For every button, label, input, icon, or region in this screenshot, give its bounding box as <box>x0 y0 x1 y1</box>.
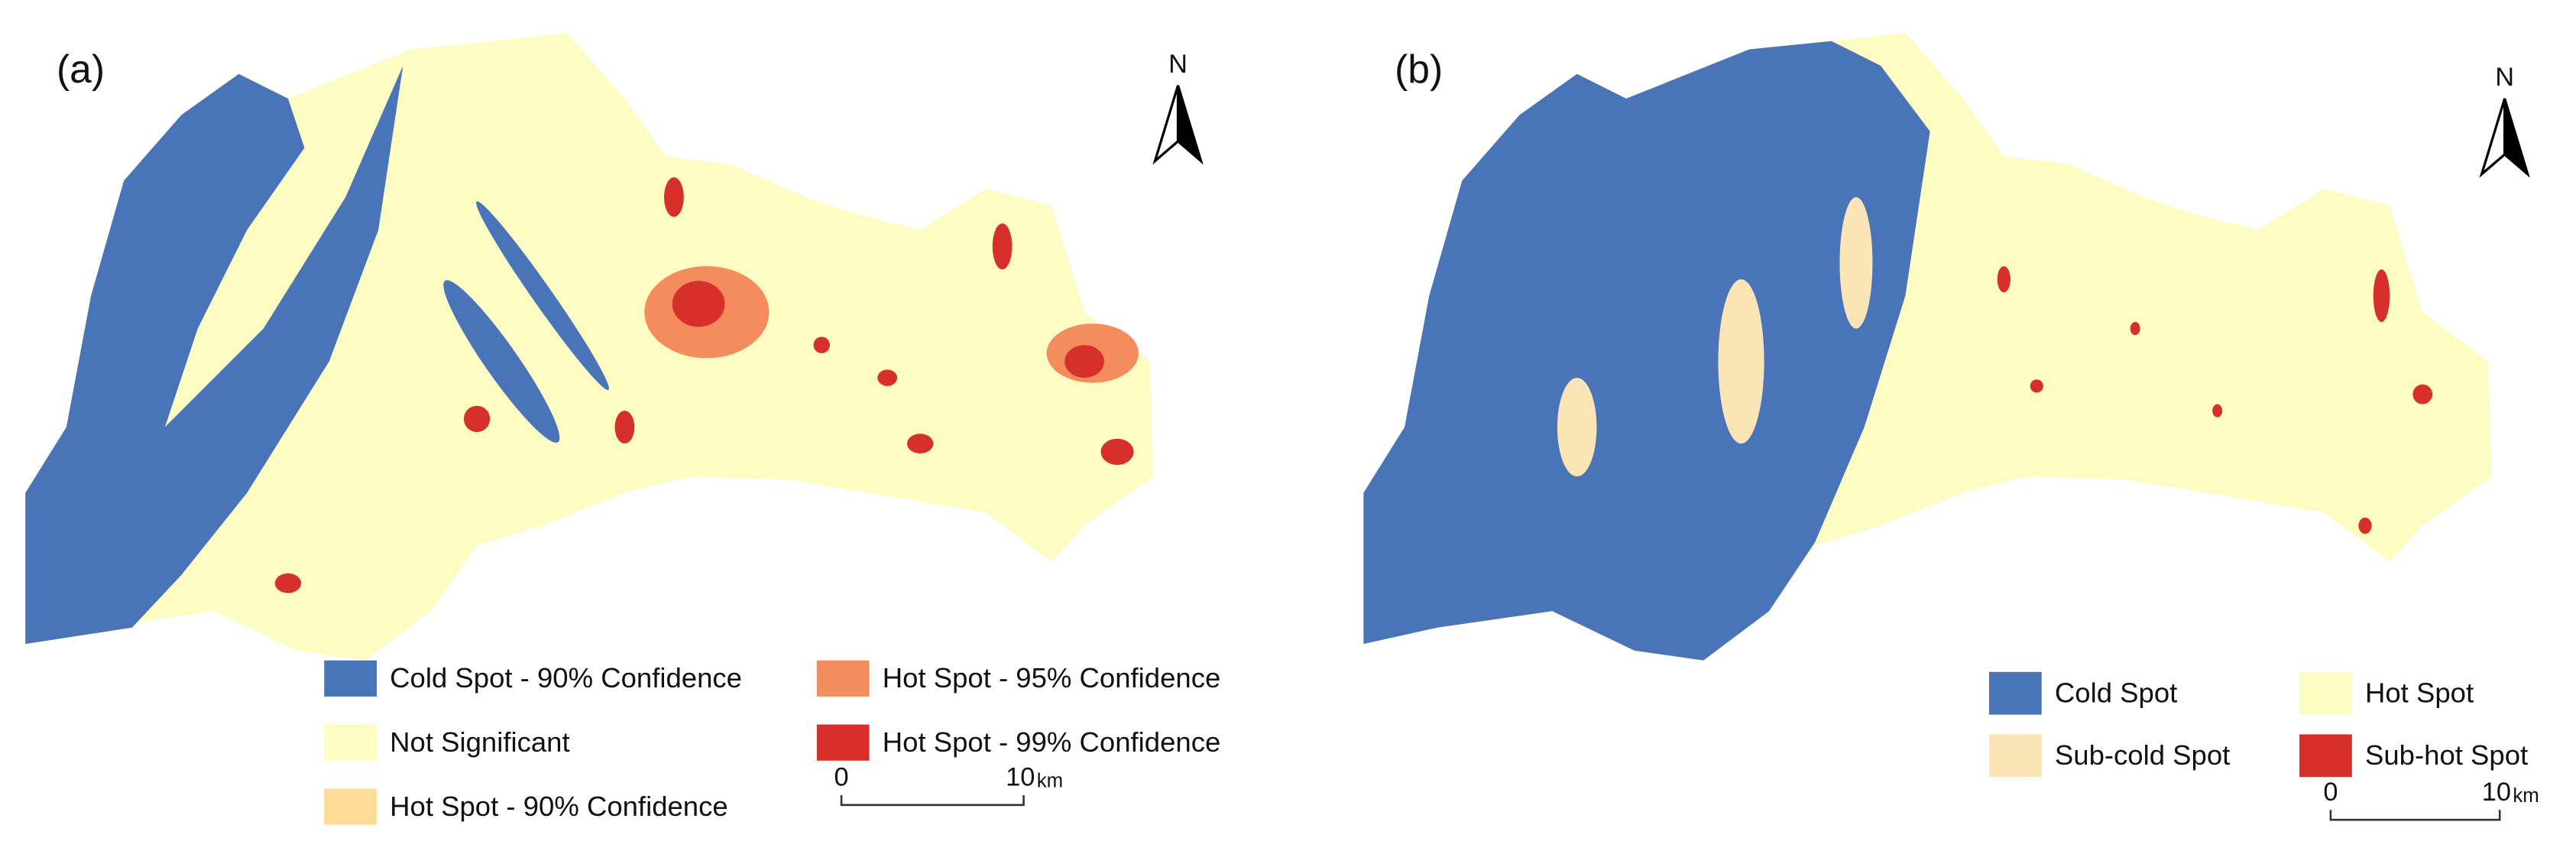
north-arrow <box>2503 98 2530 178</box>
sub-cold-patch <box>1839 197 1873 329</box>
north-arrow <box>1152 85 1180 165</box>
legend-label: Cold Spot - 90% Confidence <box>390 662 742 693</box>
sub-hot-spot <box>1997 266 2011 293</box>
scale-end: 10 <box>1006 763 1035 792</box>
hot-spot <box>992 223 1013 270</box>
panel-label: (b) <box>1395 47 1443 91</box>
hot-spot <box>463 405 491 433</box>
cold-area <box>1363 41 1930 661</box>
panel-label: (a) <box>57 47 105 91</box>
scale-start: 0 <box>834 763 849 792</box>
hot-spot <box>672 281 725 327</box>
scale-end: 10 <box>2482 778 2511 807</box>
hot-spot <box>877 369 898 386</box>
legend-label: Hot Spot - 95% Confidence <box>883 662 1221 693</box>
legend-label: Hot Spot - 99% Confidence <box>883 726 1221 758</box>
hot-spot <box>614 411 635 444</box>
sub-cold-patch <box>1557 378 1597 477</box>
legend-swatch <box>324 788 377 825</box>
hot-spot <box>813 336 831 353</box>
cold-streak <box>443 280 560 443</box>
legend-swatch <box>324 660 377 697</box>
north-label: N <box>2495 63 2514 92</box>
scale-unit: km <box>2513 785 2539 807</box>
hot-spot <box>1100 438 1134 466</box>
legend-label: Sub-cold Spot <box>2055 739 2230 771</box>
hot-spot <box>664 177 684 217</box>
hot-spot <box>1064 345 1104 378</box>
scale-unit: km <box>1037 771 1063 792</box>
sub-hot-spot <box>2212 404 2223 417</box>
legend-swatch <box>2299 734 2352 778</box>
legend-label: Hot Spot <box>2365 677 2474 709</box>
cold-streak <box>476 201 609 391</box>
sub-hot-spot <box>2030 379 2043 393</box>
scale-bar <box>840 794 1025 807</box>
north-arrow <box>2479 98 2506 178</box>
sub-hot-spot <box>2412 384 2433 404</box>
legend-label: Not Significant <box>390 726 569 758</box>
legend-swatch <box>1988 734 2042 778</box>
sub-hot-spot <box>2373 269 2390 323</box>
scale-bar <box>2329 810 2501 821</box>
legend-label: Hot Spot - 90% Confidence <box>390 791 728 822</box>
legend-swatch <box>1988 671 2042 715</box>
legend-swatch <box>816 724 870 761</box>
legend-swatch <box>2299 671 2352 715</box>
cold-area <box>25 65 403 645</box>
legend-label: Sub-hot Spot <box>2365 739 2528 771</box>
sub-hot-spot <box>2358 517 2372 534</box>
legend-swatch <box>324 724 377 761</box>
map-region <box>25 32 1154 661</box>
legend-label: Cold Spot <box>2055 677 2177 709</box>
sub-cold-patch <box>1718 279 1764 444</box>
north-arrow <box>1176 85 1204 165</box>
hot-spot <box>907 434 934 454</box>
legend-swatch <box>816 660 870 697</box>
hot-spot <box>274 573 302 593</box>
north-label: N <box>1168 50 1188 79</box>
scale-start: 0 <box>2323 778 2338 807</box>
sub-hot-spot <box>2130 322 2140 336</box>
